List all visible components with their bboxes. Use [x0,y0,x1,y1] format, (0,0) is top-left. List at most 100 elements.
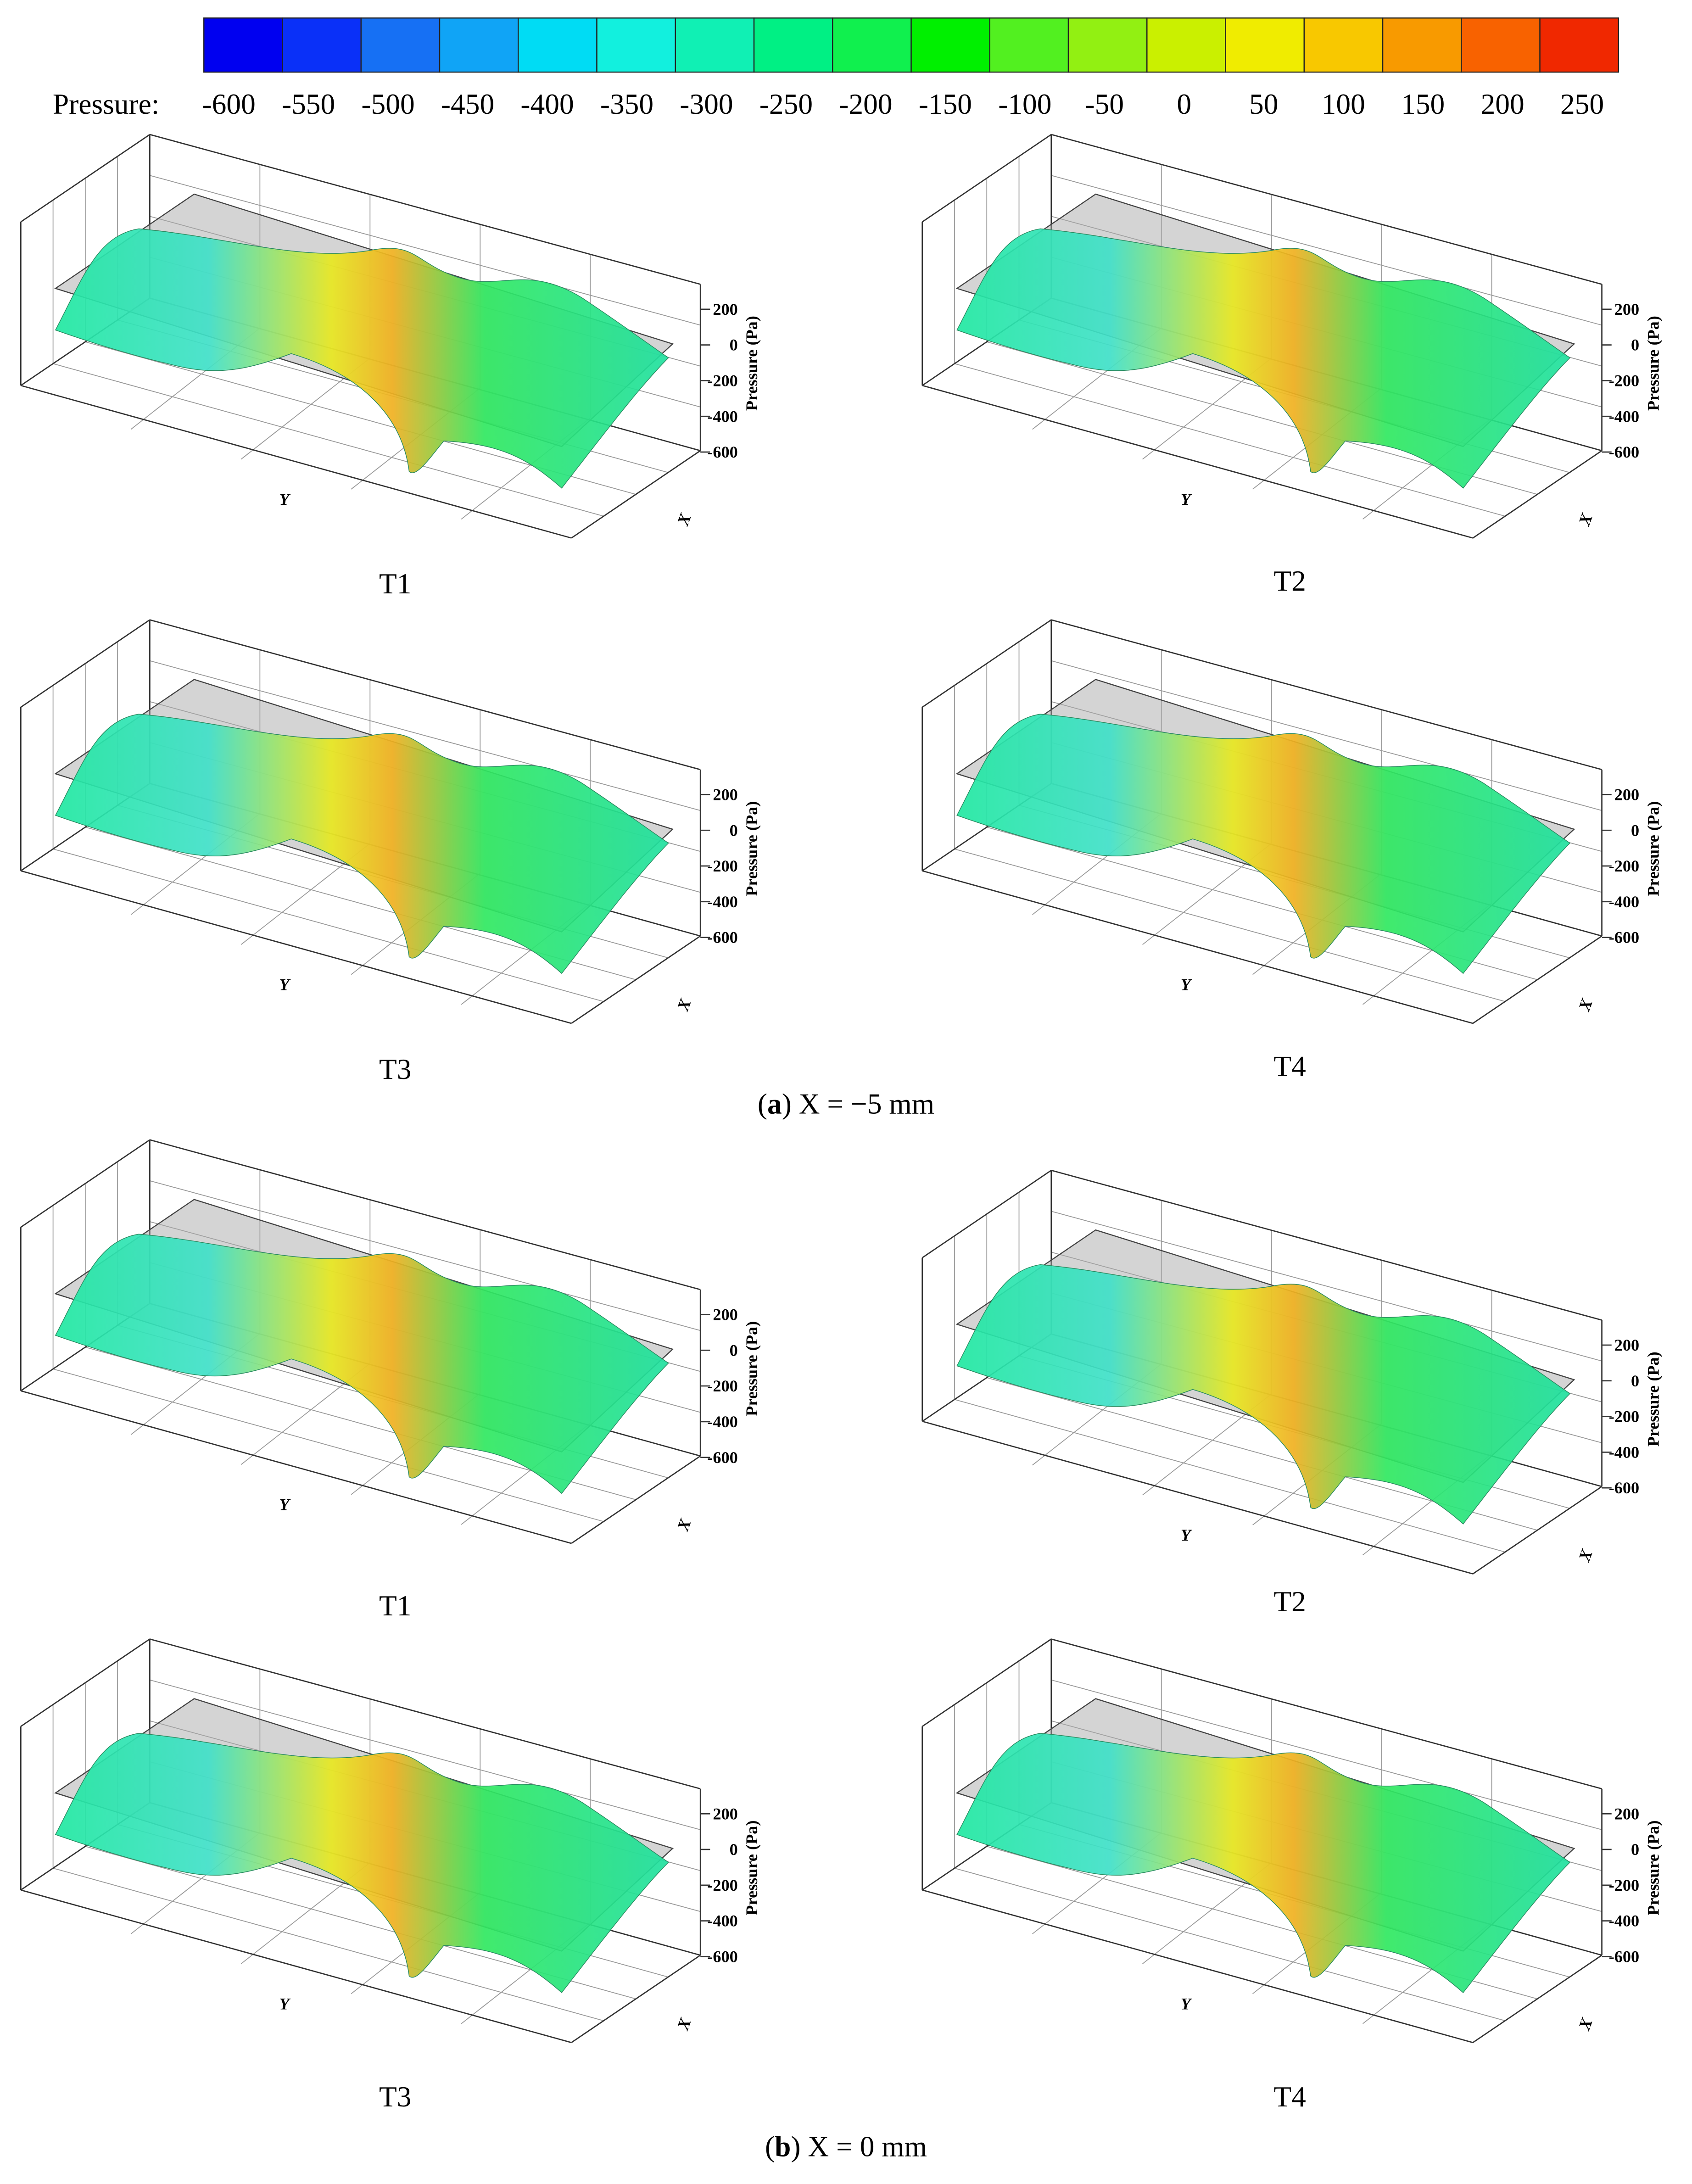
colorbar-swatch [753,17,833,73]
z-tick-label: 200 [1614,785,1639,804]
z-axis-title: Pressure (Pa) [1644,1821,1662,1916]
box-edge [571,1455,701,1544]
z-tick-label: -400 [707,1413,737,1431]
x-axis-label: X [673,1516,694,1534]
box-edge [1472,935,1603,1024]
colorbar-tick-label: 100 [1322,88,1365,120]
box-edge [922,385,1473,539]
colorbar-tick-label: -100 [998,88,1051,120]
caption-prefix: ( [758,1087,767,1120]
box-edge [1472,450,1603,539]
z-axis-title: Pressure (Pa) [743,1821,761,1916]
box-edge [20,385,572,539]
wall-grid [1051,175,1602,326]
box-edge [921,619,1052,708]
z-tick-label: -400 [707,407,737,425]
colorbar-tick-label: -250 [759,88,813,120]
z-tick-label: -600 [1609,928,1639,947]
box-edge [150,1638,701,1790]
colorbar-tick-label: -500 [361,88,414,120]
caption-text: ) X = 0 mm [791,2130,927,2163]
y-axis-label: Y [279,1496,290,1514]
z-tick-label: 200 [713,1804,737,1823]
panel-label: T2 [1273,564,1306,597]
colorbar-swatch [439,17,519,73]
z-tick-label: 200 [1614,1804,1639,1823]
colorbar-swatch [282,17,362,73]
colorbar-swatch [360,17,441,73]
colorbar-tick-label: 200 [1481,88,1524,120]
box-edge [1051,619,1602,771]
surface-plot: 200 0 -200 -400 -600 Pressure (Pa) Y X [921,619,1662,1024]
z-tick-label: 0 [1631,1840,1639,1859]
panel-label: T1 [379,1589,411,1622]
z-tick-label: -600 [707,1948,737,1966]
pressure-surface [956,1264,1571,1525]
z-tick-label: -200 [707,857,737,875]
floor-grid [53,363,604,517]
x-axis-label: X [673,511,694,528]
z-tick-label: -600 [1609,1479,1639,1497]
x-axis-label: X [1575,1547,1596,1564]
box-edge [921,134,1052,223]
z-tick-label: 200 [713,785,737,804]
z-tick-label: -200 [707,1377,737,1395]
floor-grid [53,849,604,1002]
y-axis-label: Y [279,975,290,994]
colorbar-swatch [1461,17,1541,73]
z-tick-label: -600 [707,443,737,461]
panel-label: T4 [1273,1050,1306,1083]
box-edge [150,619,701,771]
floor-grid [53,1867,604,2022]
z-axis-title: Pressure (Pa) [1644,316,1662,411]
box-edge [1051,1638,1602,1790]
surface-plot: 200 0 -200 -400 -600 Pressure (Pa) Y X [20,619,761,1024]
wall-grid [150,1180,701,1331]
surface-plot: 200 0 -200 -400 -600 Pressure (Pa) Y X [20,1139,761,1544]
box-edge [150,1139,701,1290]
pressure-surface [55,228,669,489]
z-axis-title: Pressure (Pa) [1644,801,1662,896]
box-edge [921,1638,1052,1727]
panel-label: T4 [1273,2080,1306,2113]
z-tick-label: 0 [730,1840,738,1859]
floor-grid [954,1867,1506,2022]
colorbar-tick-label: -200 [839,88,892,120]
panel-label: T2 [1273,1585,1306,1618]
box-edge [20,134,151,223]
y-axis-label: Y [1181,490,1192,508]
box-edge [20,1139,151,1228]
surface-plot: 200 0 -200 -400 -600 Pressure (Pa) Y X [921,1638,1662,2044]
floor-grid [954,363,1506,517]
box-edge [20,870,572,1024]
z-tick-label: -400 [707,1912,737,1930]
z-tick-label: -600 [707,928,737,947]
box-edge [150,134,701,285]
colorbar-tick-label: -350 [600,88,653,120]
caption-prefix: ( [765,2130,775,2163]
colorbar-tick-label: -50 [1085,88,1124,120]
z-tick-label: 200 [713,1306,737,1324]
z-tick-label: -200 [1609,1408,1639,1426]
z-tick-label: 200 [1614,1336,1639,1354]
box-edge [20,1390,572,1544]
box-edge [571,935,701,1024]
panel-label: T3 [379,1053,411,1085]
x-axis-label: X [1575,2015,1596,2033]
box-edge [20,1889,572,2044]
colorbar-swatch [1067,17,1148,73]
z-tick-label: 200 [1614,300,1639,318]
wall-grid [150,1679,701,1830]
wall-grid [150,660,701,811]
colorbar-tick-label: 150 [1401,88,1445,120]
caption-letter: a [767,1087,782,1120]
y-axis-label: Y [279,490,290,508]
colorbar-tick-label: -150 [919,88,972,120]
colorbar-swatch [675,17,755,73]
box-edge [921,1170,1052,1258]
colorbar-swatch [596,17,676,73]
z-tick-label: 0 [1631,336,1639,354]
z-tick-label: 0 [1631,1372,1639,1390]
